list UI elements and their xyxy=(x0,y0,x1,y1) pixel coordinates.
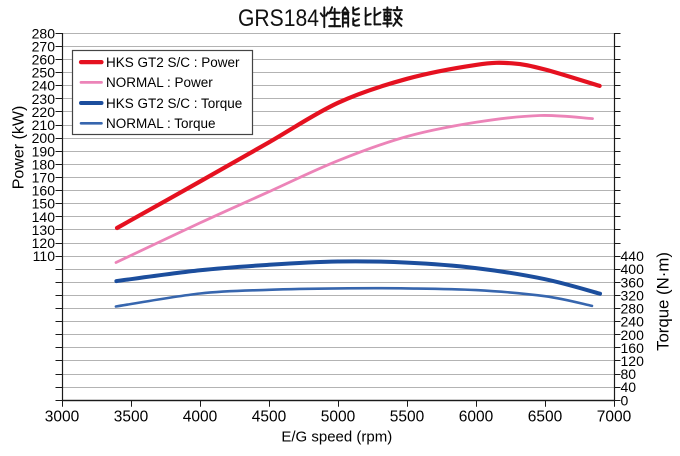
svg-text:220: 220 xyxy=(32,104,56,120)
svg-text:NORMAL : Torque: NORMAL : Torque xyxy=(106,116,216,131)
svg-text:6000: 6000 xyxy=(459,409,494,426)
svg-text:150: 150 xyxy=(32,196,56,212)
svg-text:3500: 3500 xyxy=(114,409,149,426)
svg-text:200: 200 xyxy=(32,130,56,146)
svg-text:0: 0 xyxy=(621,392,629,408)
svg-text:280: 280 xyxy=(621,301,645,317)
svg-text:400: 400 xyxy=(621,261,645,277)
svg-text:180: 180 xyxy=(32,156,56,172)
svg-text:160: 160 xyxy=(32,183,56,199)
svg-text:HKS GT2 S/C : Torque: HKS GT2 S/C : Torque xyxy=(106,96,242,111)
svg-text:320: 320 xyxy=(621,287,645,303)
svg-text:Power (kW): Power (kW) xyxy=(11,106,28,190)
svg-text:120: 120 xyxy=(621,353,645,369)
svg-text:250: 250 xyxy=(32,65,56,81)
svg-text:240: 240 xyxy=(621,314,645,330)
svg-text:NORMAL : Power: NORMAL : Power xyxy=(106,75,213,90)
svg-text:270: 270 xyxy=(32,38,56,54)
svg-text:7000: 7000 xyxy=(597,409,632,426)
svg-text:240: 240 xyxy=(32,78,56,94)
svg-text:HKS GT2 S/C : Power: HKS GT2 S/C : Power xyxy=(106,55,240,70)
svg-text:130: 130 xyxy=(32,222,56,238)
svg-text:5500: 5500 xyxy=(390,409,425,426)
svg-text:80: 80 xyxy=(621,366,637,382)
svg-text:190: 190 xyxy=(32,143,56,159)
svg-text:5000: 5000 xyxy=(321,409,356,426)
svg-text:170: 170 xyxy=(32,170,56,186)
svg-text:230: 230 xyxy=(32,91,56,107)
svg-text:110: 110 xyxy=(33,248,56,264)
svg-text:4500: 4500 xyxy=(252,409,287,426)
svg-text:160: 160 xyxy=(621,340,645,356)
svg-text:440: 440 xyxy=(621,248,645,264)
svg-text:3000: 3000 xyxy=(45,409,80,426)
svg-text:140: 140 xyxy=(32,209,56,225)
svg-text:120: 120 xyxy=(32,235,56,251)
svg-text:E/G speed (rpm): E/G speed (rpm) xyxy=(281,428,392,445)
svg-text:280: 280 xyxy=(32,25,56,41)
svg-text:360: 360 xyxy=(621,274,645,290)
svg-text:40: 40 xyxy=(621,379,637,395)
svg-text:4000: 4000 xyxy=(183,409,218,426)
svg-text:260: 260 xyxy=(32,52,56,68)
svg-text:200: 200 xyxy=(621,327,645,343)
svg-text:6500: 6500 xyxy=(528,409,563,426)
svg-text:210: 210 xyxy=(32,117,56,133)
svg-text:GRS184: GRS184 xyxy=(238,5,319,32)
svg-text:Torque (N·m): Torque (N·m) xyxy=(654,252,673,351)
